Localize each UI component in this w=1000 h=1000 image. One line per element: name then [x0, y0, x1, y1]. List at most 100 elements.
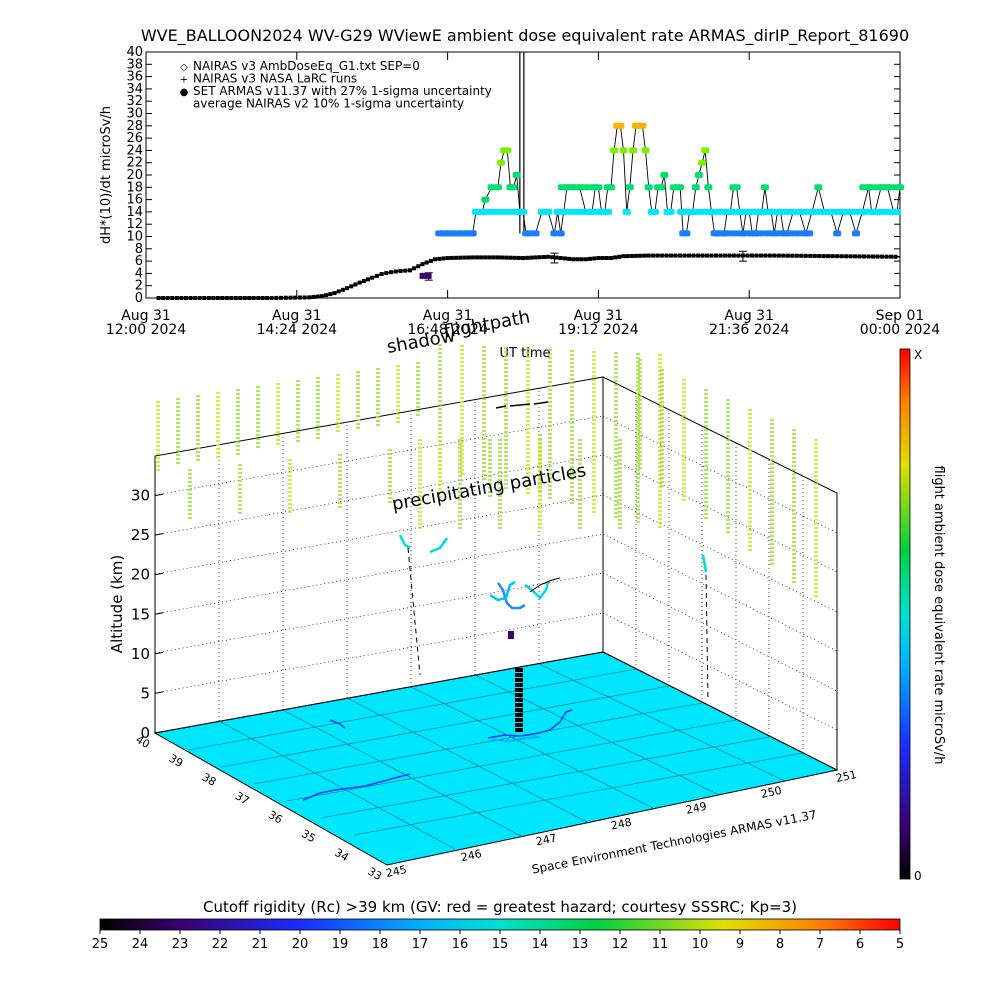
shadow-top-marks — [495, 401, 549, 409]
shadow-lines — [407, 547, 709, 701]
armas-point — [470, 230, 477, 237]
longitude-tick-label: 247 — [535, 831, 558, 848]
model-point — [521, 256, 525, 261]
armas-point — [814, 184, 823, 191]
model-point — [479, 255, 484, 260]
altitude-tick-mark — [154, 612, 164, 615]
model-point — [705, 253, 710, 258]
armas-point — [704, 184, 713, 191]
model-point — [398, 268, 403, 273]
rigidity-tick-label: 5 — [896, 937, 904, 952]
model-point — [812, 253, 817, 258]
model-point — [487, 255, 492, 260]
armas-point — [556, 230, 565, 237]
model-point — [604, 256, 609, 261]
armas-point — [481, 196, 490, 203]
latitude-tick-label: 38 — [200, 771, 219, 789]
armas-point — [657, 184, 666, 191]
y-tick-label: 22 — [126, 156, 143, 171]
x-tick-label-time: 14:24 2024 — [257, 322, 338, 338]
model-point — [893, 254, 898, 259]
armas-point — [606, 208, 613, 215]
model-point — [336, 289, 341, 294]
y-tick-label: 30 — [126, 107, 143, 122]
latitude-tick-label: 40 — [133, 733, 152, 751]
model-point — [844, 254, 849, 259]
rigidity-tick-label: 17 — [412, 937, 429, 952]
x-axis-label: UT time — [500, 346, 551, 361]
model-point — [687, 253, 692, 258]
ascent-point — [515, 703, 523, 707]
model-point — [174, 296, 179, 300]
model-point — [445, 256, 450, 261]
y-tick-label: 40 — [126, 45, 143, 60]
model-point — [700, 253, 705, 258]
altitude-tick-mark — [154, 691, 164, 694]
model-point — [165, 296, 170, 300]
model-point — [835, 254, 840, 259]
model-point — [608, 256, 613, 261]
rigidity-tick-label: 8 — [776, 937, 784, 952]
armas-point — [666, 208, 675, 215]
rigidity-tick-label: 6 — [856, 937, 864, 952]
model-point — [279, 295, 284, 300]
y-tick-label: 28 — [126, 119, 143, 134]
x-tick-label-date: Aug 31 — [423, 308, 473, 324]
model-point — [776, 253, 781, 258]
altitude-tick-mark — [154, 572, 164, 576]
latitude-tick-label: 39 — [167, 752, 186, 770]
latitude-tick-label: 34 — [332, 846, 351, 864]
model-point — [583, 257, 588, 262]
model-point — [265, 296, 270, 300]
model-point — [269, 296, 274, 300]
model-point — [297, 295, 302, 300]
model-point — [483, 255, 488, 260]
y-tick-label: 0 — [135, 291, 143, 306]
altitude-tick-label: 0 — [140, 724, 150, 742]
model-point — [554, 255, 559, 260]
longitude-tick-label: 245 — [385, 863, 408, 880]
model-point — [848, 254, 853, 259]
model-point — [179, 296, 184, 300]
model-point — [512, 255, 517, 260]
dose-colorbar-max: X — [914, 348, 922, 362]
model-point — [215, 296, 220, 300]
model-point — [880, 254, 885, 259]
model-point — [449, 255, 454, 260]
armas-point — [594, 184, 603, 191]
armas-point — [616, 122, 625, 129]
model-point — [862, 254, 867, 259]
model-point — [379, 272, 384, 277]
rigidity-tick-label: 9 — [736, 937, 744, 952]
rigidity-tick-label: 23 — [172, 937, 189, 952]
model-point — [161, 296, 166, 300]
rigidity-tick-label: 14 — [532, 937, 549, 952]
model-point — [370, 275, 375, 280]
model-point — [660, 253, 665, 258]
altitude-tick-label: 30 — [131, 487, 150, 505]
armas-point — [644, 184, 653, 191]
model-point — [500, 255, 505, 260]
model-point — [638, 253, 643, 258]
x-tick-label-time: 21:36 2024 — [709, 322, 790, 338]
model-point — [420, 262, 425, 267]
armas-point — [650, 208, 659, 215]
longitude-tick-label: 251 — [835, 768, 858, 785]
armas-point — [544, 208, 553, 215]
model-point — [745, 253, 750, 258]
model-point — [361, 278, 366, 283]
y-tick-label: 26 — [126, 131, 143, 146]
flight-path-altitude — [398, 534, 708, 639]
armas-point — [852, 230, 861, 237]
x-tick-label-time: 16:48 2024 — [407, 322, 488, 338]
model-point — [533, 255, 538, 260]
model-point — [579, 257, 584, 262]
model-point — [260, 296, 265, 300]
model-point — [274, 295, 279, 300]
dose-colorbar-bar — [899, 348, 911, 880]
rigidity-tick-label: 10 — [692, 937, 709, 952]
model-point — [345, 286, 350, 291]
model-point — [613, 255, 618, 260]
legend: ◇ NAIRAS v3 AmbDoseEq_G1.txt SEP=0 + NAIRAS… — [180, 59, 492, 111]
